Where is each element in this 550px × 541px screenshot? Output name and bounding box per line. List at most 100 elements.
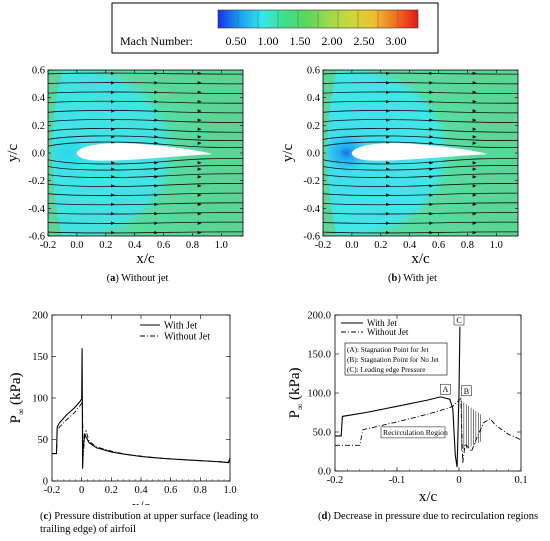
panel-b-mach-contour: -0.2 0.0 0.2 0.4 0.6 0.8 1.00.60.40.20.0-0.2-0… [280, 66, 519, 265]
streamline-arrow [385, 184, 391, 188]
streamline [323, 135, 518, 141]
streamline-arrow [385, 127, 391, 131]
streamline [323, 221, 518, 224]
x-tick-label: 0.0 [70, 240, 83, 251]
caption-b: (b) With jet [388, 273, 437, 284]
y-tick-label: 0.6 [32, 66, 45, 77]
notes-box [344, 342, 448, 376]
streamline-arrow [110, 118, 116, 122]
x-axis-label: x/c [132, 499, 151, 505]
streamline-arrow [154, 167, 159, 171]
streamline-arrow [472, 141, 477, 145]
streamline-arrow [197, 202, 202, 207]
x-tick-label: 0.1 [514, 475, 527, 486]
streamline-arrow [385, 90, 391, 94]
streamline [323, 183, 518, 187]
x-tick-label: 1.0 [490, 240, 503, 251]
streamline-arrow [429, 109, 434, 113]
series-line-without-jet [335, 397, 522, 464]
x-tick-label: -0.2 [40, 240, 57, 251]
streamline [323, 100, 518, 104]
y-tick-label: 200 [32, 311, 48, 322]
legend-label-with-jet: With Jet [164, 321, 197, 332]
streamline [48, 183, 243, 187]
streamline-arrow [385, 109, 391, 113]
streamline-arrow [385, 161, 391, 165]
streamline-arrow [429, 81, 434, 85]
streamline-arrow [429, 184, 434, 188]
streamline-arrow [429, 99, 434, 104]
x-tick-label: 0.6 [157, 240, 170, 251]
colorbar-tick-label: 1.00 [258, 34, 279, 48]
streamline-arrow [429, 127, 434, 131]
streamline-arrow [110, 109, 116, 113]
annotation-a: A [442, 385, 448, 394]
streamline [323, 212, 518, 215]
streamline-arrow [385, 175, 391, 179]
streamline [48, 82, 243, 85]
streamline-arrow [197, 109, 202, 113]
streamline-arrow [472, 212, 477, 216]
streamline-arrow [154, 127, 159, 131]
y-axis-label: y/c [5, 143, 21, 162]
streamline-arrow [429, 141, 434, 145]
y-tick-label: 150 [32, 352, 48, 363]
streamline-arrow [110, 221, 116, 225]
streamline-arrow [197, 175, 202, 179]
caption-a: (a) Without jet [106, 273, 169, 284]
y-tick-label: 0.2 [32, 121, 45, 132]
note-b: (B): Stagnation Point for No Jet [347, 356, 439, 364]
streamline-arrow [197, 135, 202, 139]
streamline-arrow [197, 90, 202, 94]
streamline [323, 82, 518, 85]
streamline-arrow [154, 202, 159, 207]
freestream-region [48, 70, 62, 236]
x-tick-label: 0.2 [374, 240, 387, 251]
streamline-arrow [197, 118, 202, 122]
y-tick-label: 150.0 [307, 350, 331, 361]
y-axis-label: y/c [280, 143, 296, 162]
streamline-arrow [429, 135, 434, 139]
streamline [323, 141, 518, 148]
streamline [48, 158, 243, 165]
streamline [48, 119, 243, 123]
streamline-arrow [110, 81, 116, 85]
x-axis-label: x/c [419, 489, 438, 505]
colorbar-tick-label: 0.50 [226, 34, 247, 48]
streamline [48, 135, 243, 141]
streamline-arrow [472, 230, 477, 235]
streamline-arrow [154, 118, 159, 122]
x-tick-label: 0.0 [345, 240, 358, 251]
panel-c-pressure-chart: -0.200.20.40.60.81.0050100150200x/cP∞ (k… [8, 311, 237, 506]
x-tick-label: 0 [456, 475, 461, 486]
streamline-arrow [110, 167, 116, 171]
streamline-arrow [110, 99, 116, 104]
x-tick-label: 0 [79, 485, 84, 496]
streamline-arrow [197, 99, 202, 104]
streamline-arrow [197, 221, 202, 225]
streamline-arrow [429, 175, 434, 179]
streamline-arrow [429, 230, 434, 235]
series-line-with-jet [335, 326, 461, 468]
streamline-arrow [472, 175, 477, 179]
x-tick-label: 0.6 [432, 240, 445, 251]
streamline-arrow [197, 184, 202, 188]
streamline [48, 212, 243, 215]
y-tick-label: 0 [43, 477, 48, 488]
x-tick-label: -0.2 [44, 485, 61, 496]
legend-label-without-jet: Without Jet [164, 332, 210, 343]
streamline [323, 158, 518, 165]
plot-frame [334, 314, 522, 472]
streamline-arrow [472, 99, 477, 104]
streamline-arrow [110, 193, 116, 197]
caption-d: (d) Decrease in pressure due to recircul… [318, 511, 539, 522]
x-tick-label: 0.4 [403, 240, 417, 251]
region-label: Recirculation Region [383, 428, 448, 437]
streamline [323, 110, 518, 114]
streamline [48, 202, 243, 206]
streamline-arrow [385, 167, 391, 171]
streamline-arrow [429, 167, 434, 171]
colorbar-ticks: 0.50 1.00 1.50 2.00 2.50 3.00 [226, 34, 407, 48]
y-tick-label: 0.0 [32, 149, 45, 160]
streamline [48, 231, 243, 234]
